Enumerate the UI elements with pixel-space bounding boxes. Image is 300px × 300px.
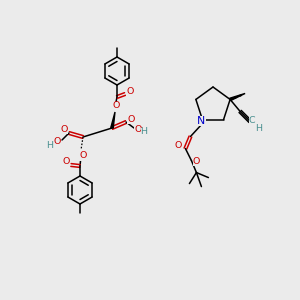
Text: O: O [127, 115, 135, 124]
Text: C: C [249, 116, 255, 125]
Text: H: H [256, 124, 262, 133]
Text: O: O [175, 141, 182, 150]
Text: N: N [197, 116, 206, 126]
Text: H: H [46, 140, 53, 149]
Text: O: O [62, 158, 70, 166]
Text: O: O [134, 124, 142, 134]
Polygon shape [111, 112, 115, 128]
Text: O: O [112, 101, 120, 110]
Text: O: O [193, 157, 200, 166]
Text: O: O [53, 136, 61, 146]
Text: H: H [140, 128, 148, 136]
Polygon shape [230, 93, 245, 100]
Text: O: O [126, 88, 134, 97]
Text: O: O [79, 152, 87, 160]
Text: O: O [60, 124, 68, 134]
